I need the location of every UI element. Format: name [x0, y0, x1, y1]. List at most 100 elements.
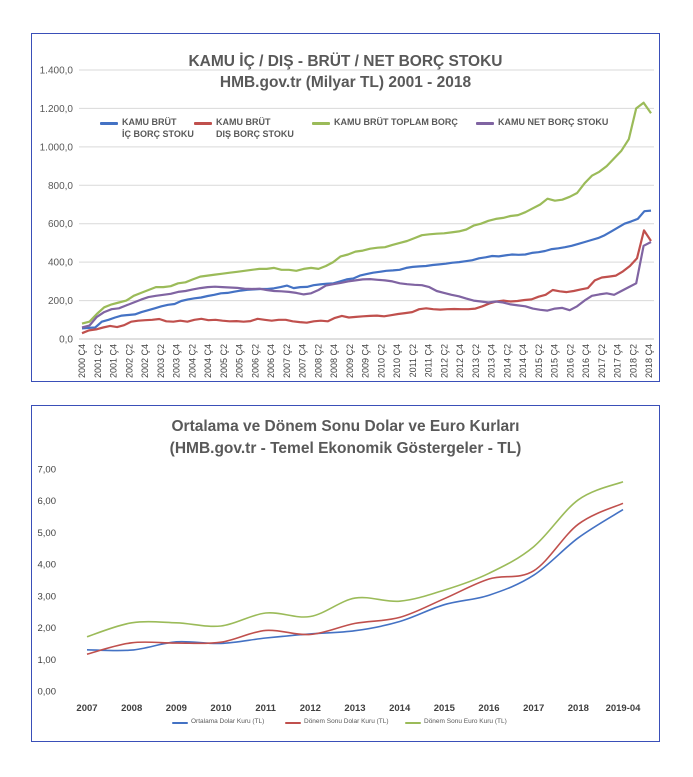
- x-tick-label: 2012 Ç2: [439, 344, 449, 378]
- x-tick-label: 2013: [344, 703, 365, 714]
- legend-item-total-debt: KAMU BRÜT TOPLAM BORÇ: [312, 116, 458, 128]
- legend-item-domestic-debt: KAMU BRÜT İÇ BORÇ STOKU: [100, 116, 194, 140]
- y-tick-label: 1.200,0: [40, 104, 74, 115]
- chart2-title-line1: Ortalama ve Dönem Sonu Dolar ve Euro Kur…: [171, 418, 520, 435]
- legend-label-domestic-debt: KAMU BRÜT İÇ BORÇ STOKU: [122, 117, 194, 139]
- y-tick-label: 0,00: [38, 687, 57, 698]
- x-tick-label: 2004 Ç4: [203, 344, 213, 378]
- x-tick-label: 2001 Ç2: [93, 344, 103, 378]
- x-tick-label: 2012 Ç4: [455, 344, 465, 378]
- exchange-rate-chart: 0,00 1,00 2,00 3,00 4,00 5,00 6,00 7,00 2007 2008…: [38, 465, 642, 715]
- x-tick-label: 2005 Ç4: [235, 344, 245, 378]
- y-tick-label: 4,00: [38, 560, 57, 571]
- series-line-kamu-br-t-i-bor-stoku: [81, 209, 652, 330]
- y-tick-label: 6,00: [38, 496, 57, 507]
- x-tick-label: 2009: [166, 703, 187, 714]
- y-tick-label: 5,00: [38, 528, 57, 539]
- x-tick-label: 2013 Ç2: [471, 344, 481, 378]
- x-tick-label: 2008 Ç4: [329, 344, 339, 378]
- y-tick-label: 600,0: [48, 219, 73, 230]
- y-tick-label: 0,0: [59, 335, 73, 346]
- legend-swatch-net-debt: [476, 122, 494, 125]
- x-tick-label: 2012: [300, 703, 321, 714]
- legend-label-net-debt: KAMU NET BORÇ STOKU: [498, 117, 609, 127]
- legend-label-end-eur: Dönem Sonu Euro Kuru (TL): [424, 718, 507, 725]
- x-tick-label: 2006 Ç4: [266, 344, 276, 378]
- x-tick-label: 2016 Ç4: [581, 344, 591, 378]
- legend-item-end-usd: Dönem Sonu Dolar Kuru (TL): [285, 718, 389, 726]
- legend-item-avg-usd: Ortalama Dolar Kuru (TL): [172, 718, 264, 726]
- x-tick-label: 2005 Ç2: [219, 344, 229, 378]
- debt-stock-chart: 0,0 200,0 400,0 600,0 800,0 1.000,0 1.200,0 1.4…: [40, 66, 654, 378]
- x-tick-label: 2017 Ç2: [597, 344, 607, 378]
- x-tick-label: 2007 Ç4: [298, 344, 308, 378]
- x-tick-label: 2014 Ç4: [518, 344, 528, 378]
- y-tick-label: 1,00: [38, 655, 57, 666]
- series-line-d-nem-sonu-dolar-kuru-tl: [86, 502, 624, 655]
- x-tick-label: 2018 Ç2: [628, 344, 638, 378]
- x-tick-label: 2007 Ç2: [282, 344, 292, 378]
- x-tick-label: 2001 Ç4: [109, 344, 119, 378]
- x-tick-label: 2002 Ç4: [140, 344, 150, 378]
- legend-label-avg-usd: Ortalama Dolar Kuru (TL): [191, 718, 265, 725]
- chart2-title-line2: (HMB.gov.tr - Temel Ekonomik Göstergeler…: [169, 440, 522, 457]
- y-tick-label: 3,00: [38, 591, 57, 602]
- legend-label-external-debt: KAMU BRÜT DIŞ BORÇ STOKU: [216, 117, 294, 139]
- x-tick-label: 2018 Ç4: [644, 344, 654, 378]
- x-tick-label: 2007: [76, 703, 97, 714]
- x-tick-label: 2016 Ç2: [565, 344, 575, 378]
- x-tick-label: 2000 Ç4: [77, 344, 87, 378]
- legend-item-end-eur: Dönem Sonu Euro Kuru (TL): [405, 718, 507, 726]
- x-tick-label: 2016: [478, 703, 499, 714]
- chart1-title-line2: HMB.gov.tr (Milyar TL) 2001 - 2018: [219, 74, 472, 91]
- legend-swatch-avg-usd: [172, 722, 188, 724]
- legend-swatch-end-eur: [405, 722, 421, 724]
- x-tick-label: 2009 Ç4: [361, 344, 371, 378]
- x-tick-label: 2006 Ç2: [250, 344, 260, 378]
- x-tick-label: 2003 Ç2: [156, 344, 166, 378]
- x-tick-label: 2015 Ç2: [534, 344, 544, 378]
- y-tick-label: 2,00: [38, 623, 57, 634]
- x-tick-label: 2019-04: [606, 703, 642, 714]
- x-tick-label: 2014 Ç2: [502, 344, 512, 378]
- y-tick-label: 1.000,0: [40, 142, 74, 153]
- x-tick-label: 2011 Ç4: [424, 344, 434, 377]
- legend-label-total-debt: KAMU BRÜT TOPLAM BORÇ: [334, 117, 458, 127]
- legend-swatch-end-usd: [285, 722, 301, 724]
- chart1-title-line1: KAMU İÇ / DIŞ - BRÜT / NET BORÇ STOKU: [188, 53, 503, 70]
- x-tick-label: 2017 Ç4: [613, 344, 623, 378]
- x-tick-label: 2010 Ç4: [392, 344, 402, 378]
- series-line-kamu-net-bor-stoku: [81, 241, 652, 329]
- legend-swatch-total-debt: [312, 122, 330, 125]
- debt-stock-chart-panel: 0,0 200,0 400,0 600,0 800,0 1.000,0 1.200,0 1.4…: [31, 33, 660, 382]
- x-tick-label: 2017: [523, 703, 544, 714]
- x-tick-label: 2018: [568, 703, 589, 714]
- x-tick-label: 2002 Ç2: [124, 344, 134, 378]
- x-tick-label: 2010 Ç2: [376, 344, 386, 378]
- series-line-kamu-br-t-toplam-bor: [81, 101, 652, 325]
- y-tick-label: 1.400,0: [40, 66, 74, 77]
- x-tick-label: 2013 Ç4: [487, 344, 497, 378]
- y-tick-label: 200,0: [48, 296, 73, 307]
- series-line-ortalama-dolar-kuru-tl: [86, 508, 624, 652]
- x-tick-label: 2003 Ç4: [172, 344, 182, 378]
- x-tick-label: 2015: [434, 703, 456, 714]
- y-tick-label: 400,0: [48, 258, 73, 269]
- legend-item-net-debt: KAMU NET BORÇ STOKU: [476, 116, 608, 128]
- legend-swatch-external-debt: [194, 122, 212, 125]
- x-tick-label: 2009 Ç2: [345, 344, 355, 378]
- series-line-d-nem-sonu-euro-kuru-tl: [86, 480, 624, 638]
- x-tick-label: 2015 Ç4: [550, 344, 560, 378]
- x-tick-label: 2010: [210, 703, 231, 714]
- legend-swatch-domestic-debt: [100, 122, 118, 125]
- y-tick-label: 7,00: [38, 465, 57, 476]
- x-tick-label: 2011 Ç2: [408, 344, 418, 377]
- legend-label-end-usd: Dönem Sonu Dolar Kuru (TL): [304, 718, 389, 725]
- x-tick-label: 2004 Ç2: [187, 344, 197, 378]
- legend-item-external-debt: KAMU BRÜT DIŞ BORÇ STOKU: [194, 116, 294, 140]
- x-tick-label: 2014: [389, 703, 411, 714]
- exchange-rate-chart-panel: 0,00 1,00 2,00 3,00 4,00 5,00 6,00 7,00 2007 2008…: [31, 405, 660, 742]
- series-line-kamu-br-t-di-bor-stoku: [81, 229, 652, 335]
- x-tick-label: 2008: [121, 703, 142, 714]
- x-tick-label: 2008 Ç2: [313, 344, 323, 378]
